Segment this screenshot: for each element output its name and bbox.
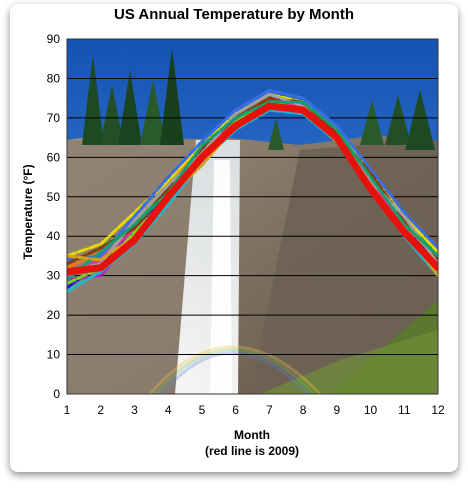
x-tick-label: 10	[364, 403, 378, 417]
series-line	[67, 100, 438, 282]
y-tick-label: 20	[47, 308, 61, 322]
series-line-highlight	[67, 102, 438, 276]
chart-title: US Annual Temperature by Month	[113, 6, 354, 23]
y-tick-label: 70	[47, 111, 61, 125]
series-line	[67, 96, 438, 266]
x-axis-label: Month	[234, 428, 270, 442]
photo-background	[67, 39, 438, 394]
chart-note: (red line is 2009)	[204, 444, 300, 458]
x-tick-label: 3	[131, 403, 138, 417]
y-tick-label: 90	[47, 32, 61, 46]
x-tick-label: 1	[64, 403, 71, 417]
y-tick-label: 50	[47, 190, 61, 204]
series-lines	[67, 88, 438, 293]
y-tick-label: 30	[47, 269, 61, 283]
y-tick-label: 80	[47, 71, 61, 85]
x-tick-label: 2	[97, 403, 104, 417]
x-tick-label: 11	[398, 403, 411, 417]
y-tick-label: 10	[47, 348, 61, 362]
x-tick-label: 12	[431, 403, 445, 417]
x-tick-label: 8	[300, 403, 307, 417]
y-tick-labels: 0 10 20 30 40 50 60 70 80 90	[47, 32, 61, 401]
x-tick-label: 5	[199, 403, 206, 417]
series-line	[67, 88, 438, 262]
x-tick-label: 9	[333, 403, 340, 417]
plot-frame	[66, 38, 439, 395]
x-tick-label: 6	[232, 403, 239, 417]
pine-trees	[82, 48, 435, 150]
x-tick-labels: 1 2 3 4 5 6 7 8 9 10 11 12	[64, 403, 445, 417]
x-tick-label: 4	[165, 403, 172, 417]
x-tick-label: 7	[266, 403, 273, 417]
y-tick-label: 60	[47, 150, 61, 164]
y-tick-label: 40	[47, 229, 61, 243]
y-tick-label: 0	[53, 387, 60, 401]
